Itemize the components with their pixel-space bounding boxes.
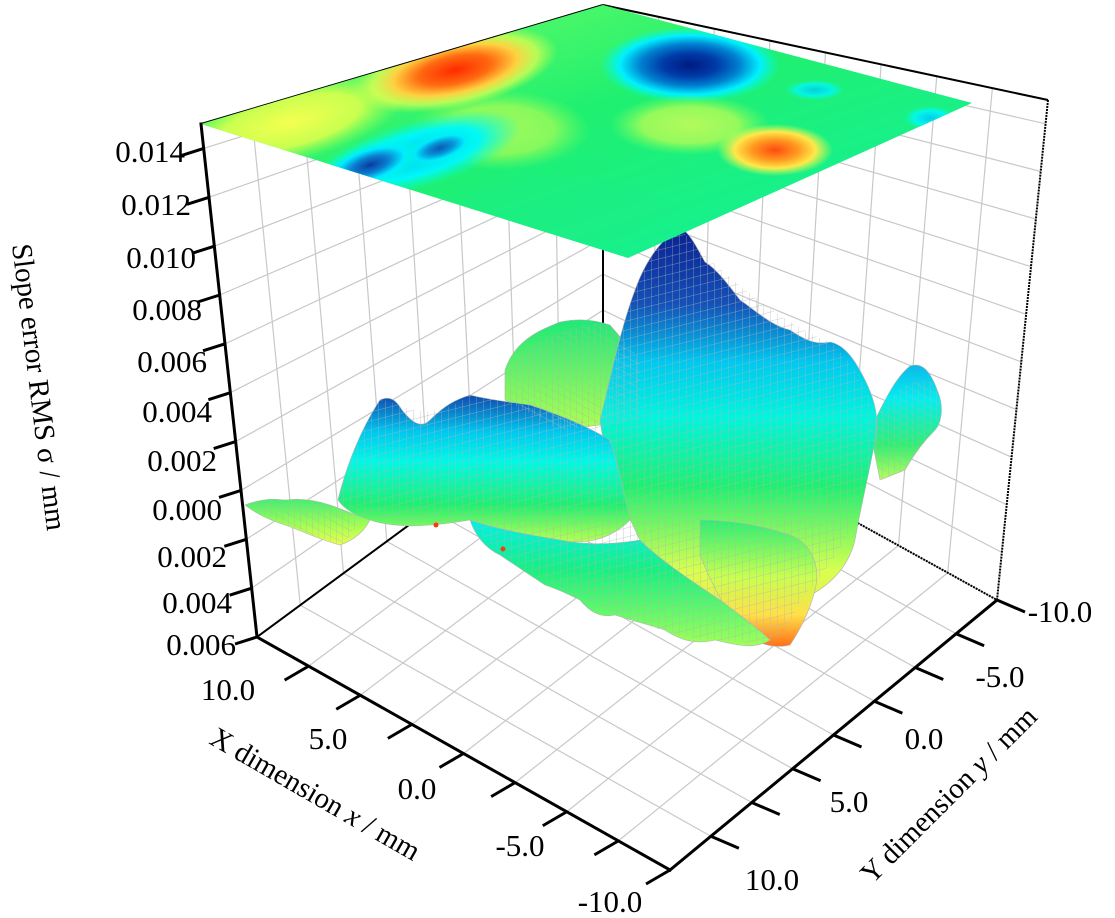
y-tick-label: -5.0 <box>975 659 1024 694</box>
surface-mesh <box>244 227 942 647</box>
x-tick-label: 10.0 <box>201 672 255 707</box>
y-tick-label: 10.0 <box>745 862 799 897</box>
y-tick-label: 0.0 <box>905 721 944 756</box>
z-tick-label: 0.002 <box>157 539 227 574</box>
y-tick-label: -10.0 <box>1028 594 1093 629</box>
z-axis <box>181 122 259 646</box>
y-axis-title: Y dimension y / mm <box>854 700 1044 890</box>
x-tick-label: -10.0 <box>578 884 643 918</box>
z-tick-label: 0.004 <box>162 585 232 620</box>
z-tick-label: 0.014 <box>115 134 185 169</box>
z-tick-label: 0.000 <box>152 492 222 527</box>
x-tick-label: -5.0 <box>495 828 544 863</box>
z-axis-title: Slope error RMS σ / mm <box>5 242 72 533</box>
x-tick-labels: 10.0 5.0 0.0 -5.0 -10.0 <box>201 672 642 918</box>
y-tick-label: 5.0 <box>830 784 869 819</box>
y-axis <box>667 597 1026 873</box>
z-tick-label: 0.010 <box>126 240 196 275</box>
y-axis-title-suffix: / mm <box>973 700 1044 771</box>
y-tick-labels: -10.0 -5.0 0.0 5.0 10.0 <box>745 594 1092 897</box>
z-tick-label: 0.008 <box>132 292 202 327</box>
x-tick-label: 0.0 <box>398 771 437 806</box>
x-tick-label: 5.0 <box>309 721 348 756</box>
y-axis-title-prefix: Y dimension <box>854 758 986 890</box>
z-tick-label: 0.004 <box>142 394 212 429</box>
z-tick-label: 0.006 <box>137 344 207 379</box>
contour-projection-plane <box>201 5 972 258</box>
x-axis-title-suffix: / mm <box>351 806 426 868</box>
z-tick-label: 0.002 <box>147 443 217 478</box>
z-tick-labels: 0.014 0.012 0.010 0.008 0.006 0.004 0.00… <box>115 134 236 662</box>
z-tick-label: 0.006 <box>166 627 236 662</box>
x-axis <box>254 634 673 886</box>
z-tick-label: 0.012 <box>121 187 191 222</box>
